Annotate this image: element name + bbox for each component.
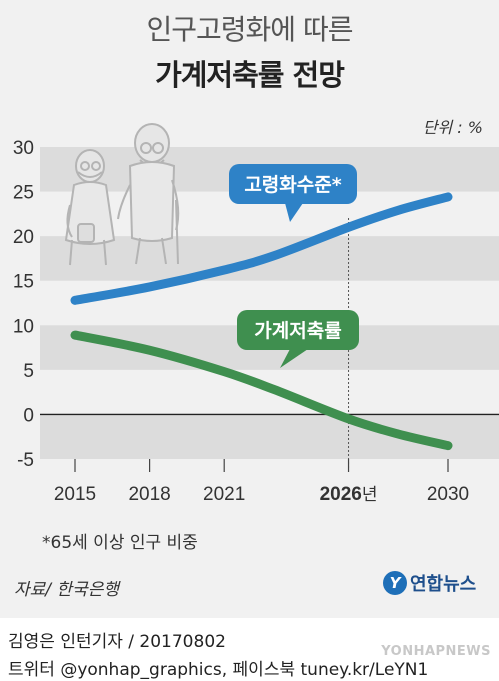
logo-text: 연합뉴스 xyxy=(410,574,477,595)
y-tick-label: 20 xyxy=(13,227,34,248)
label-text: 고령화수준* xyxy=(244,174,341,196)
y-tick-label: 5 xyxy=(23,361,34,382)
y-tick-label: -5 xyxy=(17,450,34,471)
source-label: 자료/ 한국은행 xyxy=(14,580,119,600)
label-tail xyxy=(280,349,308,368)
y-tick-label: 0 xyxy=(23,405,34,426)
y-tick-label: 15 xyxy=(13,272,34,293)
y-tick-label: 25 xyxy=(13,183,34,204)
label-box xyxy=(237,310,359,350)
x-tick-label: 2030 xyxy=(427,484,469,505)
chart-title-line1: 인구고령화에 따른 xyxy=(146,13,354,46)
series-labels: 고령화수준* 가계저축률 xyxy=(229,164,359,368)
aging-series-line xyxy=(70,192,453,305)
saving-series-label: 가계저축률 xyxy=(237,310,359,368)
y-tick-label: 30 xyxy=(13,138,34,159)
x-tick-label: 2018 xyxy=(128,484,170,505)
label-tail xyxy=(285,203,303,222)
x-tick-label: 2026년 xyxy=(320,484,378,505)
y-tick-label: 10 xyxy=(13,316,34,337)
aging-series-label: 고령화수준* xyxy=(229,164,357,222)
series-lines xyxy=(70,192,453,451)
label-box xyxy=(229,164,357,204)
elderly-couple-illustration xyxy=(64,123,180,266)
label-text: 가계저축률 xyxy=(254,320,341,342)
x-tick-label: 2015 xyxy=(54,484,96,505)
unit-label: 단위 : % xyxy=(422,118,483,137)
x-tick-label: 2021 xyxy=(203,484,245,505)
chart-panel xyxy=(0,0,499,618)
logo-mark-icon: Y xyxy=(383,571,407,595)
saving-series-line xyxy=(70,330,453,451)
chart-title-line2: 가계저축률 전망 xyxy=(155,58,345,92)
credit-line-1: 김영은 인턴기자 / 20170802 xyxy=(8,632,226,652)
watermark: YONHAPNEWS xyxy=(381,644,491,659)
yonhap-logo: Y 연합뉴스 xyxy=(383,570,476,596)
grid-band xyxy=(40,414,499,459)
credit-line-2: 트위터 @yonhap_graphics, 페이스북 tuney.kr/LeYN… xyxy=(8,660,429,680)
footnote: *65세 이상 인구 비중 xyxy=(42,533,198,553)
